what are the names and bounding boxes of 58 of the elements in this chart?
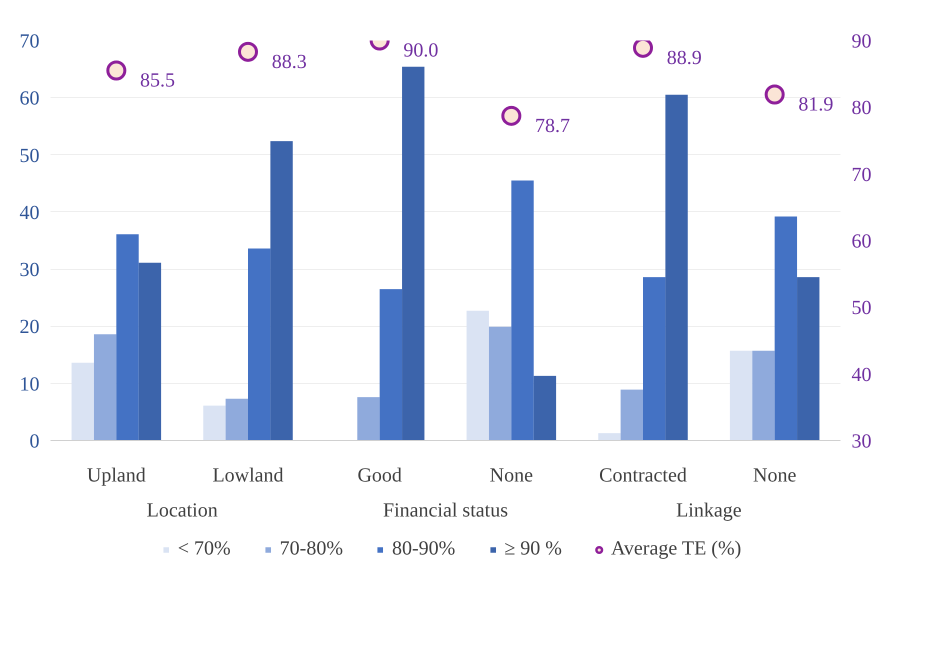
y-tick-label: 10 [20, 373, 40, 396]
y-tick-label: 30 [20, 259, 40, 282]
bar [752, 350, 775, 440]
y-tick-label: 60 [20, 88, 40, 110]
y-tick-label: 40 [20, 202, 40, 224]
bar [72, 362, 94, 440]
bar [270, 141, 293, 440]
data-label: 78.7 [535, 114, 570, 137]
bar [248, 248, 270, 440]
bar [138, 262, 162, 440]
bar [797, 277, 820, 440]
data-label: 81.9 [798, 94, 834, 116]
bar [466, 310, 489, 440]
bar [620, 390, 643, 440]
x-tick-label: Good [357, 464, 402, 486]
bar [116, 234, 139, 440]
data-label: 90.0 [403, 40, 438, 62]
bar [203, 406, 226, 440]
bar [774, 216, 798, 440]
x-tick-label: Lowland [212, 464, 284, 486]
bar [511, 180, 534, 440]
x-tick-label: None [490, 464, 534, 486]
x-tick-label: None [753, 464, 796, 486]
bar [665, 94, 688, 440]
y-tick-label: 50 [20, 144, 40, 167]
y-tick-label: 70 [20, 30, 40, 52]
legend-label: Average TE (%) [610, 538, 742, 560]
bar [643, 277, 666, 440]
bar [488, 326, 512, 440]
y2-tick-label: 30 [852, 430, 872, 452]
legend-label: 80-90% [392, 538, 456, 560]
bar [730, 350, 752, 440]
text: Linkage [676, 500, 742, 522]
bar [380, 289, 402, 440]
x-tick-label: Contracted [599, 464, 687, 486]
y2-tick-label: 70 [852, 164, 872, 186]
x-tick-label: Upland [86, 464, 146, 486]
bar [598, 433, 621, 440]
bar [226, 398, 248, 440]
bar [534, 376, 556, 440]
y2-tick-label: 80 [852, 97, 872, 120]
data-label: 88.3 [272, 50, 307, 73]
y2-tick-label: 50 [852, 297, 872, 320]
legend-label: < 70% [178, 538, 231, 560]
data-label: 88.9 [666, 46, 702, 69]
data-label: 85.5 [140, 70, 176, 92]
text: Location [146, 500, 218, 522]
bar [94, 334, 116, 440]
bar [402, 66, 424, 440]
bar [357, 397, 380, 440]
text: Financial status [383, 500, 508, 522]
y-tick-label: 20 [20, 316, 40, 338]
y2-tick-label: 90 [852, 30, 872, 52]
y-tick-label: 0 [30, 430, 40, 452]
y2-tick-label: 60 [852, 230, 872, 252]
legend-label: ≥ 90 % [504, 538, 562, 560]
legend-label: 70-80% [280, 538, 343, 560]
y2-tick-label: 40 [852, 364, 872, 386]
